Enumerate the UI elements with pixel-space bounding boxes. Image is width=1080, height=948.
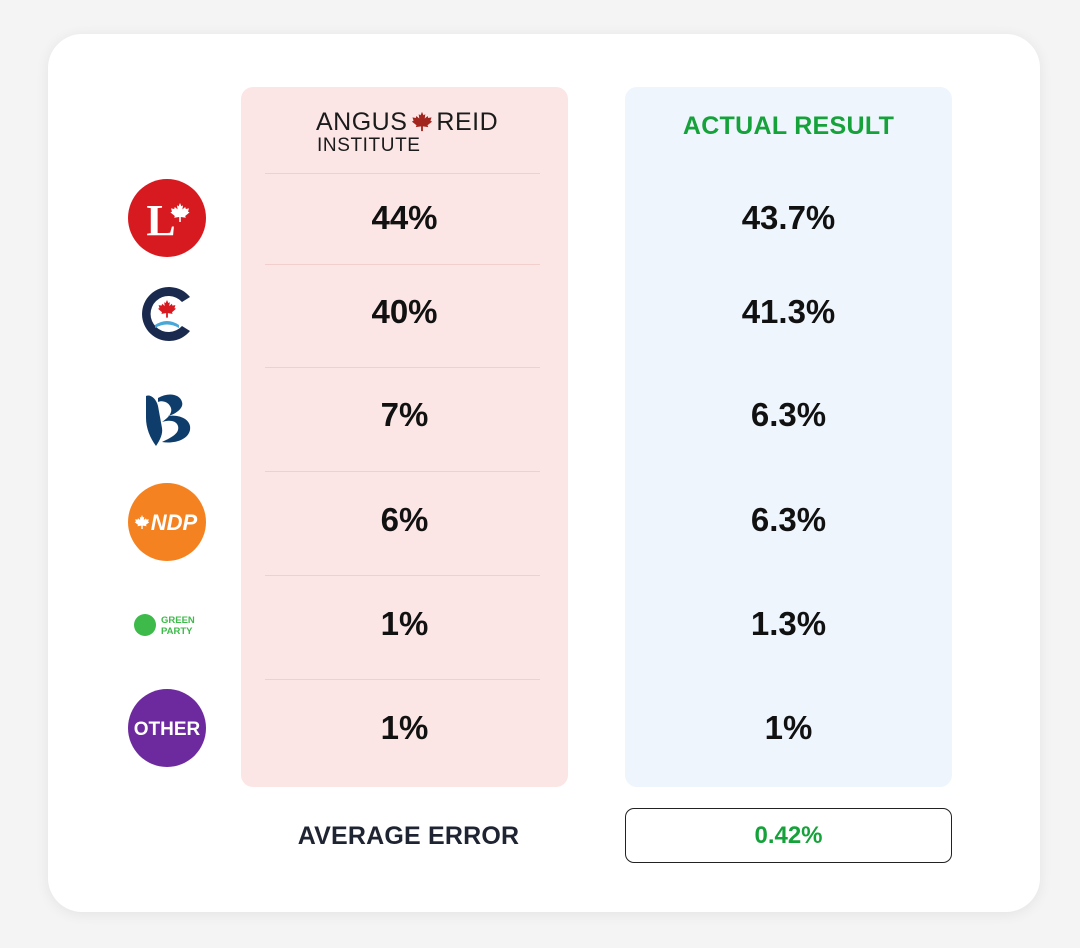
other-party-logo-icon: OTHER (128, 689, 206, 767)
poll-value-liberal: 44% (371, 199, 438, 236)
actual-value-other: 1% (764, 709, 813, 746)
brand-word-reid: REID (436, 107, 499, 136)
other-text: OTHER (134, 719, 201, 740)
bloc-quebecois-logo-icon (146, 394, 191, 446)
brand-word-angus: ANGUS (316, 107, 408, 136)
green-party-line2: PARTY (161, 626, 193, 637)
poll-value-green: 1% (380, 605, 429, 642)
actual-value-green: 1.3% (750, 605, 827, 642)
row-divider (265, 173, 540, 174)
ndp-logo-icon: NDP (128, 483, 206, 561)
actual-value-bloc: 6.3% (750, 396, 827, 433)
actual-value-ndp: 6.3% (750, 501, 827, 538)
brand-word-institute: INSTITUTE (317, 135, 421, 156)
actual-value-conservative: 41.3% (741, 293, 836, 330)
ndp-text: NDP (151, 510, 198, 535)
actual-result-header: ACTUAL RESULT (682, 112, 895, 140)
liberal-letter: L (146, 196, 175, 245)
row-divider (265, 367, 540, 368)
liberal-logo-icon: L (128, 179, 206, 257)
poll-value-ndp: 6% (380, 501, 429, 538)
conservative-logo-icon (142, 287, 190, 341)
green-party-logo-icon: GREEN PARTY (134, 614, 195, 637)
poll-column (241, 87, 568, 787)
average-error-value: 0.42% (625, 808, 952, 863)
actual-column (625, 87, 952, 787)
poll-value-conservative: 40% (371, 293, 438, 330)
poll-value-other: 1% (380, 709, 429, 746)
maple-leaf-icon (412, 111, 433, 132)
row-divider (265, 575, 540, 576)
green-party-line1: GREEN (161, 615, 195, 626)
actual-value-liberal: 43.7% (741, 199, 836, 236)
angus-reid-logo: ANGUS REID INSTITUTE (316, 108, 516, 160)
row-divider (265, 679, 540, 680)
row-divider (265, 264, 540, 265)
average-error-label: AVERAGE ERROR (297, 822, 520, 850)
row-divider (265, 471, 540, 472)
poll-value-bloc: 7% (380, 396, 429, 433)
